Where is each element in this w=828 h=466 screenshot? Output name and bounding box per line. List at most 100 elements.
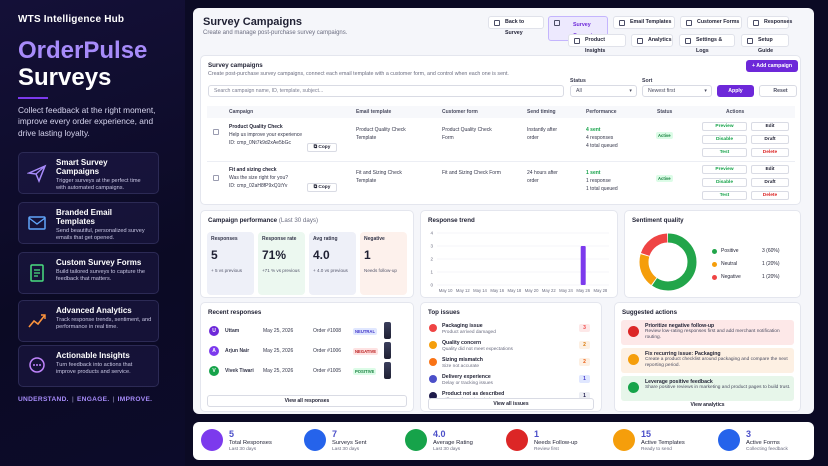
copy-id-button[interactable]: ⧉ Copy <box>307 183 337 192</box>
sentiment-badge: NEGATIVE <box>353 348 379 355</box>
action-item[interactable]: Fix recurring issue: Packaging Create a p… <box>621 348 794 373</box>
x-tick-label: May 10 <box>439 288 453 293</box>
slogan-word: IMPROVE. <box>117 396 153 403</box>
legend-label: Negative <box>721 274 741 280</box>
edit-button[interactable]: Edit <box>751 165 789 174</box>
box-icon <box>429 392 437 400</box>
legend-value: 1 (20%) <box>762 261 780 267</box>
reset-button[interactable]: Reset <box>759 85 797 97</box>
stat-foot: + 5 vs previous <box>211 268 243 273</box>
nav-customer-forms[interactable]: Customer Forms <box>680 16 742 29</box>
edit-button[interactable]: Edit <box>751 122 789 131</box>
nav-settings-logs[interactable]: Settings & Logs <box>679 34 735 54</box>
draft-button[interactable]: Draft <box>751 135 789 144</box>
sort-label: Sort <box>642 78 653 84</box>
stat-foot: + 4.0 vs previous <box>313 268 348 273</box>
preview-button[interactable]: Preview <box>702 165 747 174</box>
row-checkbox[interactable] <box>213 175 219 181</box>
action-item[interactable]: Leverage positive feedback Share positive… <box>621 376 794 401</box>
top-issues-card: Top issues Packaging issue Product arrive… <box>420 302 602 412</box>
nav-email-templates[interactable]: Email Templates <box>613 16 675 29</box>
action-desc: Create a product checklist around packag… <box>645 357 788 369</box>
slogan-separator: | <box>112 396 115 403</box>
issue-count: 1 <box>579 375 590 383</box>
perf-sent: 1 sent <box>586 170 601 176</box>
nav-analytics[interactable]: Analytics <box>631 34 673 47</box>
apply-button[interactable]: Apply <box>717 85 754 97</box>
row-checkbox[interactable] <box>213 129 219 135</box>
campaign-name: Product Quality Check <box>229 124 283 130</box>
perf-queued: 1 total queued <box>586 185 618 192</box>
chevron-down-icon: ▾ <box>629 88 632 94</box>
legend-dot <box>712 275 717 280</box>
search-input[interactable]: Search campaign name, ID, template, subj… <box>208 85 564 97</box>
perf-responses: 1 response <box>586 177 611 184</box>
disable-button[interactable]: Disable <box>702 135 747 144</box>
form-icon <box>686 20 692 26</box>
status-select[interactable]: All ▾ <box>570 85 637 97</box>
x-tick-label: May 24 <box>559 288 573 293</box>
nav-product-insights[interactable]: Product Insights <box>568 34 626 54</box>
kpi-label: Active Templates <box>641 440 685 446</box>
campaign-desc: Was the size right for you? <box>229 174 289 181</box>
suggested-actions-card: Suggested actions Prioritize negative fo… <box>614 302 801 412</box>
hero-title-line2: Surveys <box>18 64 112 91</box>
nav-label: Product Insights <box>585 37 606 54</box>
status-badge: Active <box>656 132 673 139</box>
suggested-title: Suggested actions <box>622 309 678 316</box>
action-title: Leverage positive feedback <box>645 379 713 385</box>
megaphone-icon <box>554 20 560 26</box>
trend-bar <box>580 246 586 285</box>
delete-button[interactable]: Delete <box>751 148 789 157</box>
view-all-responses-link[interactable]: View all responses <box>207 395 407 407</box>
avatar: V <box>209 366 219 376</box>
copy-label: Copy <box>318 145 331 150</box>
send-timing: Instantly after order <box>527 127 558 141</box>
preview-button[interactable]: Preview <box>702 122 747 131</box>
chat-bubble-icon <box>201 429 223 451</box>
chevron-down-icon: ▾ <box>704 88 707 94</box>
feature-desc: Build tailored surveys to capture the fe… <box>56 269 145 283</box>
order-number: Order #1008 <box>313 328 342 334</box>
test-button[interactable]: Test <box>702 148 747 157</box>
nav-responses[interactable]: Responses <box>747 16 792 29</box>
response-date: May 25, 2026 <box>263 348 294 354</box>
sort-select[interactable]: Newest first ▾ <box>642 85 712 97</box>
delete-button[interactable]: Delete <box>751 191 789 200</box>
sentiment-card: Sentiment quality Positive 3 (60%) Neutra… <box>624 210 801 298</box>
stat-foot: +71 % vs previous <box>262 268 300 273</box>
view-all-issues-link[interactable]: View all issues <box>428 398 594 410</box>
view-analytics-link[interactable]: View analytics <box>690 402 725 408</box>
nav-setup-guide[interactable]: Setup Guide <box>741 34 789 54</box>
kpi-value: 15 <box>641 429 652 439</box>
form-icon <box>718 429 740 451</box>
copy-id-button[interactable]: ⧉ Copy <box>307 143 337 152</box>
product-thumbnail <box>384 342 391 359</box>
draft-button[interactable]: Draft <box>751 178 789 187</box>
kpi-needs-follow-up: 1 Needs Follow-up Review first <box>506 428 601 454</box>
kpi-total-responses: 5 Total Responses Last 30 days <box>201 428 296 454</box>
add-campaign-button[interactable]: + Add campaign <box>746 60 798 72</box>
kpi-sub: Last 30 days <box>332 447 360 452</box>
page-title: Survey Campaigns <box>203 16 303 28</box>
nav-label: Email Templates <box>630 19 672 25</box>
kpi-sub: Ready to send <box>641 447 672 452</box>
nav-back-to-survey[interactable]: Back to Survey <box>488 16 544 36</box>
disable-button[interactable]: Disable <box>702 178 747 187</box>
stat-value: 5 <box>211 248 218 262</box>
inbox-icon <box>753 20 759 26</box>
copy-label: Copy <box>318 185 331 190</box>
action-item[interactable]: Prioritize negative follow-up Review low-… <box>621 320 794 345</box>
slogan-word: UNDERSTAND. <box>18 396 69 403</box>
star-icon <box>405 429 427 451</box>
kpi-surveys-sent: 7 Surveys Sent Last 30 days <box>304 428 399 454</box>
x-tick-label: May 14 <box>473 288 487 293</box>
legend-row: Negative 1 (20%) <box>712 274 794 287</box>
stat-value: 71% <box>262 248 287 262</box>
status-value: All <box>576 88 582 94</box>
customer-form-name: Product Quality Check Form <box>442 127 492 141</box>
order-number: Order #1005 <box>313 368 342 374</box>
feature-card-forms: Custom Survey Forms Build tailored surve… <box>18 252 159 294</box>
test-button[interactable]: Test <box>702 191 747 200</box>
recent-responses-card: Recent responses <box>200 302 414 412</box>
